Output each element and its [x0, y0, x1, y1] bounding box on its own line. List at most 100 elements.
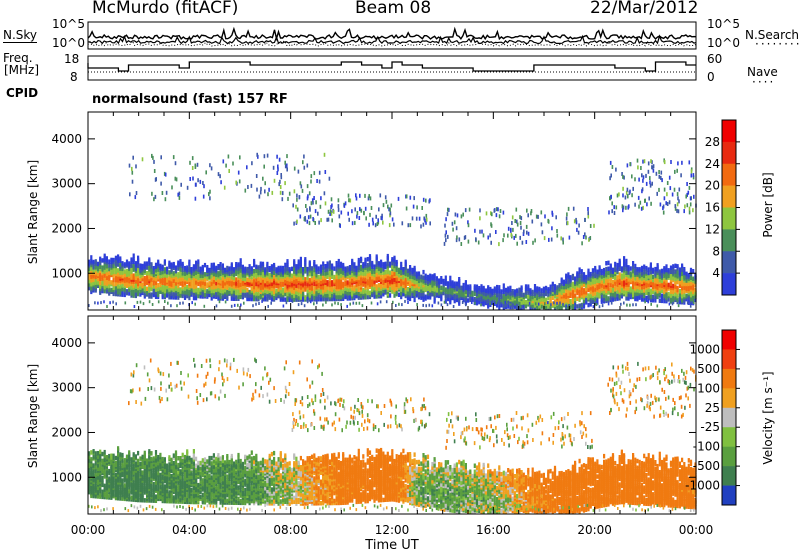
echo-cell — [623, 260, 626, 265]
echo-cell — [130, 289, 133, 294]
echo-cell — [92, 273, 95, 279]
echo-cell — [652, 298, 655, 303]
echo-cell — [647, 270, 650, 276]
echo-cell — [576, 227, 578, 232]
echo-cell — [431, 283, 434, 288]
echo-cell — [464, 280, 467, 285]
echo-cell — [288, 191, 291, 196]
echo-cell — [446, 281, 450, 286]
echo-cell — [644, 198, 646, 203]
echo-cell — [678, 267, 681, 272]
echo-cell — [139, 497, 142, 503]
echo-cell — [445, 217, 447, 222]
echo-cell — [96, 451, 100, 456]
echo-cell — [618, 258, 621, 264]
echo-cell — [623, 256, 626, 261]
echo-cell — [469, 284, 472, 289]
echo-cell — [221, 263, 224, 268]
echo-cell — [357, 285, 360, 290]
echo-cell — [299, 289, 302, 294]
echo-cell — [112, 277, 115, 283]
echo-cell — [94, 464, 97, 470]
echo-cell — [128, 450, 131, 455]
echo-cell — [374, 223, 377, 228]
echo-cell — [143, 275, 146, 281]
echo-cell — [306, 219, 309, 224]
echo-cell — [92, 265, 95, 270]
echo-cell — [308, 260, 311, 265]
echo-cell — [157, 286, 160, 292]
echo-cell — [139, 263, 142, 268]
echo-cell — [332, 209, 335, 214]
echo-cell — [355, 196, 358, 201]
echo-cell — [326, 217, 328, 222]
echo-cell — [154, 262, 158, 268]
echo-cell — [613, 205, 615, 210]
echo-cell — [654, 266, 657, 272]
echo-cell — [123, 461, 126, 466]
echo-cell — [600, 294, 603, 299]
echo-cell — [253, 268, 256, 274]
echo-cell — [384, 273, 387, 278]
echo-cell — [502, 283, 505, 288]
echo-cell — [605, 266, 608, 272]
echo-cell — [164, 172, 167, 177]
echo-cell — [191, 301, 193, 305]
echo-cell — [355, 193, 357, 198]
echo-cell — [640, 285, 644, 290]
echo-cell — [372, 221, 374, 226]
echo-cell — [678, 289, 681, 294]
echo-cell — [255, 285, 258, 290]
echo-cell — [610, 194, 612, 199]
echo-cell — [165, 190, 168, 195]
echo-cell — [660, 268, 664, 274]
echo-cell — [409, 265, 412, 270]
echo-cell — [600, 286, 603, 292]
echo-cell — [421, 206, 423, 210]
y-tick-label: 1000 — [51, 266, 82, 280]
echo-cell — [397, 281, 401, 287]
echo-cell — [462, 282, 465, 288]
echo-cell — [578, 303, 581, 308]
echo-cell — [411, 267, 414, 273]
echo-cell — [413, 196, 415, 201]
echo-cell — [317, 269, 320, 275]
echo-cell — [544, 302, 546, 306]
echo-cell — [117, 488, 120, 493]
echo-cell — [137, 458, 140, 464]
echo-cell — [221, 276, 224, 281]
echo-cell — [681, 263, 684, 268]
echo-cell — [676, 202, 679, 207]
echo-cell — [225, 163, 227, 168]
echo-cell — [500, 303, 503, 308]
echo-cell — [660, 170, 663, 175]
echo-cell — [629, 303, 631, 307]
echo-cell — [279, 185, 282, 189]
echo-cell — [668, 175, 671, 180]
echo-cell — [516, 288, 519, 293]
echo-cell — [130, 495, 133, 500]
echo-cell — [228, 269, 231, 275]
echo-cell — [609, 276, 612, 282]
echo-cell — [553, 284, 557, 289]
echo-cell — [134, 471, 137, 477]
echo-cell — [568, 304, 570, 307]
echo-cell — [108, 453, 111, 459]
echo-cell — [277, 274, 280, 279]
echo-cell — [479, 229, 481, 234]
echo-cell — [511, 289, 514, 294]
echo-cell — [132, 464, 135, 470]
echo-cell — [547, 218, 549, 223]
echo-cell — [640, 265, 644, 271]
echo-cell — [511, 221, 513, 225]
echo-cell — [255, 281, 258, 287]
echo-cell — [431, 274, 434, 279]
echo-cell — [609, 196, 611, 201]
echo-cell — [208, 274, 211, 279]
echo-cell — [409, 195, 412, 200]
echo-cell — [150, 269, 153, 275]
echo-cell — [627, 194, 629, 199]
nsearch-label: N.Search — [745, 28, 800, 42]
echo-cell — [208, 192, 210, 197]
echo-cell — [351, 221, 354, 226]
